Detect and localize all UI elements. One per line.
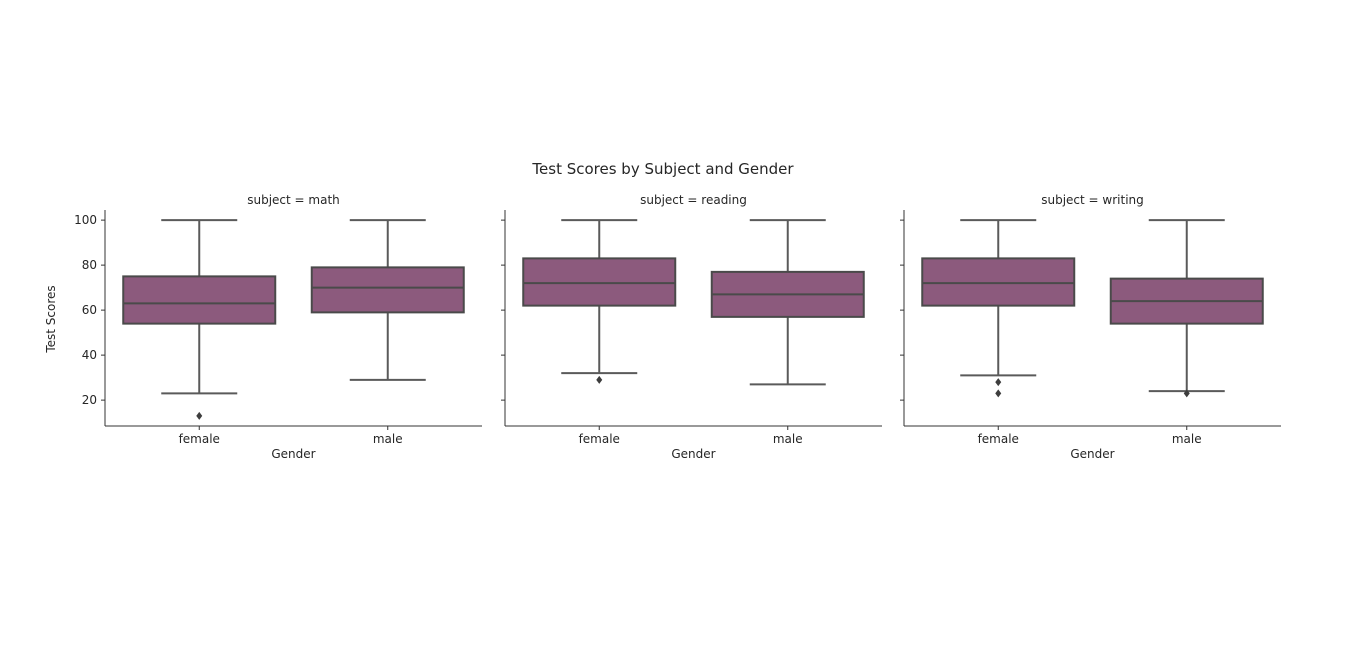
y-tick-label: 40 [82,348,97,362]
box-male [710,219,865,386]
box-body [522,257,677,307]
panel-title: subject = math [247,193,340,207]
box-female [522,219,677,384]
panel-title: subject = writing [1041,193,1144,207]
y-tick-label: 80 [82,258,97,272]
y-tick-label: 20 [82,393,97,407]
outlier-point [1183,389,1190,398]
x-axis-label: Gender [271,447,315,461]
box-body [122,275,277,325]
y-tick-label: 60 [82,303,97,317]
box-male [310,219,465,381]
x-tick-label: male [373,432,403,446]
panel-2: subject = reading female male Gender [501,193,882,461]
outlier-point [995,389,1002,398]
box-male [1109,219,1264,398]
outlier-point [596,375,603,384]
box-body [921,257,1076,307]
panel-1: subject = math 20 40 60 80 100 female male Gende… [74,193,482,461]
box-body [310,266,465,314]
y-axis-label: Test Scores [44,285,58,353]
y-tick-label: 100 [74,213,97,227]
x-tick-label: male [1172,432,1202,446]
outlier-point [995,378,1002,387]
chart-title: Test Scores by Subject and Gender [531,160,794,178]
panel-3: subject = writing female male Gender [900,193,1281,461]
panels-group: subject = math 20 40 60 80 100 female male Gende… [74,193,1281,461]
x-axis-label: Gender [671,447,715,461]
x-tick-label: male [773,432,803,446]
outlier-point [196,411,203,420]
panel-title: subject = reading [640,193,747,207]
x-tick-label: female [978,432,1019,446]
box-female [921,219,1076,398]
x-axis-label: Gender [1070,447,1114,461]
box-female [122,219,277,420]
x-tick-label: female [579,432,620,446]
x-tick-label: female [179,432,220,446]
